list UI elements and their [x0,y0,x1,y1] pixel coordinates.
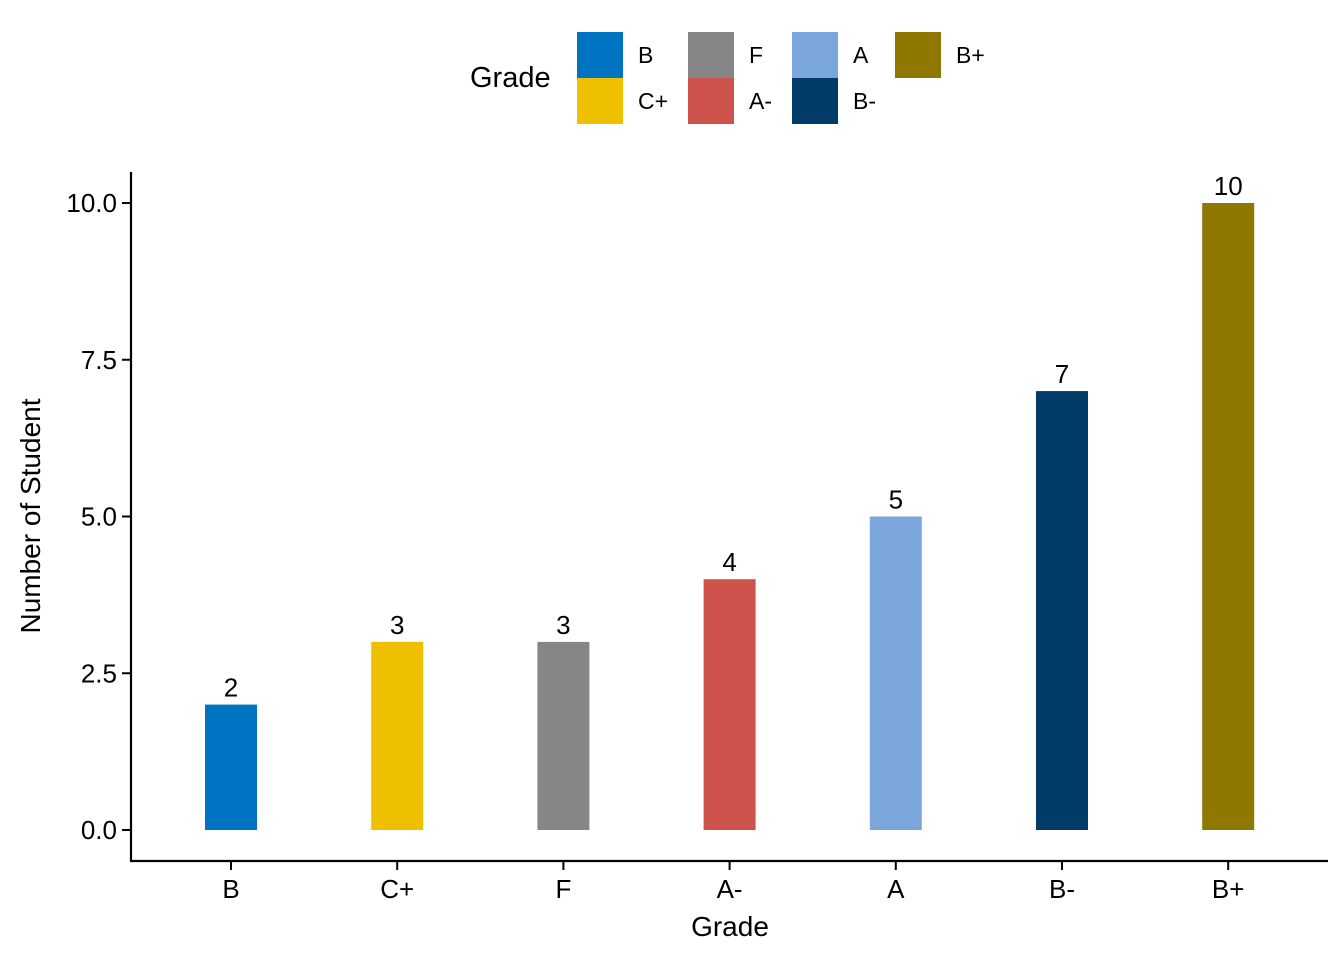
data-label: 2 [224,673,238,703]
bar-B+ [1202,203,1255,830]
data-label: 4 [722,547,736,577]
x-tick-label: B [222,874,239,904]
legend-label: B [638,42,654,68]
bar-F [537,641,590,830]
x-tick-label: A- [717,874,743,904]
y-tick-label: 7.5 [81,345,117,375]
legend-key [895,32,941,78]
legend-label: A- [749,88,772,114]
bar-C+ [371,641,424,830]
legend-key [577,32,623,78]
legend-label: A [853,42,869,68]
data-label: 5 [889,485,903,515]
bar-B [205,704,257,830]
bar-A [869,516,922,830]
legend-key [577,78,623,124]
data-label: 10 [1214,171,1243,201]
x-tick-label: B+ [1212,874,1245,904]
legend-label: B+ [956,42,985,68]
x-tick-label: A [887,874,905,904]
legend-title: Grade [470,62,551,94]
x-axis-title: Grade [691,911,769,942]
y-tick-label: 10.0 [66,188,117,218]
y-axis-title: Number of Student [15,398,46,633]
legend-key [688,78,734,124]
data-label: 7 [1055,359,1069,389]
bar-A- [703,579,756,830]
bar-B- [1036,391,1088,830]
legend-key [792,32,838,78]
data-label: 3 [556,610,570,640]
y-tick-label: 0.0 [81,815,117,845]
y-tick-label: 2.5 [81,658,117,688]
x-tick-label: C+ [380,874,414,904]
x-tick-label: F [555,874,571,904]
legend-label: F [749,42,764,68]
legend-key [792,78,838,124]
y-tick-label: 5.0 [81,502,117,532]
legend-label: C+ [638,88,669,114]
data-label: 3 [390,610,404,640]
x-tick-label: B- [1049,874,1075,904]
legend-key [688,32,734,78]
legend-label: B- [853,88,876,114]
